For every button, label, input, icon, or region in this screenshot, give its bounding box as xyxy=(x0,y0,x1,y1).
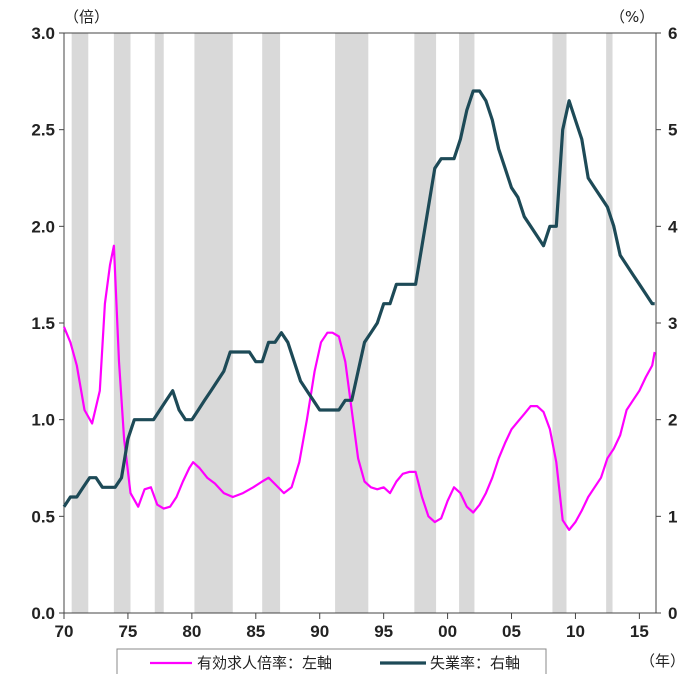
left-tick-label-6: 3.0 xyxy=(31,24,55,43)
x-axis: 70 75 80 85 90 95 00 05 10 15 xyxy=(55,613,649,641)
x-tick-label-8: 10 xyxy=(566,622,585,641)
x-axis-unit: （年） xyxy=(640,652,685,670)
right-tick-label-0: 0 xyxy=(668,604,677,623)
series-line-job-ratio xyxy=(62,244,656,531)
x-tick-label-3: 85 xyxy=(246,622,265,641)
recession-band-4 xyxy=(262,33,281,613)
left-tick-label-3: 1.5 xyxy=(31,314,55,333)
left-tick-label-4: 2.0 xyxy=(31,217,55,236)
right-y-axis: 0 1 2 3 4 5 6 xyxy=(656,24,678,623)
x-tick-label-1: 75 xyxy=(118,622,137,641)
x-tick-label-2: 80 xyxy=(182,622,201,641)
legend: 有効求人倍率：左軸 失業率：右軸 xyxy=(116,648,547,674)
right-tick-label-2: 2 xyxy=(668,411,677,430)
right-tick-label-1: 1 xyxy=(668,507,677,526)
recession-band-6 xyxy=(414,33,437,613)
recession-band-9 xyxy=(606,33,613,613)
left-y-axis: 0.0 0.5 1.0 1.5 2.0 2.5 3.0 xyxy=(31,24,64,623)
x-tick-label-9: 15 xyxy=(630,622,649,641)
recession-band-7 xyxy=(459,33,475,613)
right-axis-unit: （%） xyxy=(610,8,654,26)
recession-band-5 xyxy=(335,33,369,613)
x-tick-label-4: 90 xyxy=(310,622,329,641)
recession-band-1 xyxy=(113,33,131,613)
left-tick-label-2: 1.0 xyxy=(31,411,55,430)
x-tick-label-6: 00 xyxy=(438,622,457,641)
left-tick-label-0: 0.0 xyxy=(31,604,55,623)
legend-label-job-ratio: 有効求人倍率：左軸 xyxy=(197,654,332,672)
x-tick-label-0: 70 xyxy=(55,622,74,641)
legend-box xyxy=(116,648,547,674)
recession-bands xyxy=(71,33,613,613)
left-tick-label-5: 2.5 xyxy=(31,121,55,140)
left-tick-label-1: 0.5 xyxy=(31,507,55,526)
recession-band-2 xyxy=(154,33,164,613)
left-axis-unit: （倍） xyxy=(64,8,109,26)
right-tick-label-6: 6 xyxy=(668,24,677,43)
x-tick-label-7: 05 xyxy=(502,622,521,641)
legend-label-unemployment: 失業率：右軸 xyxy=(430,654,520,672)
right-tick-label-3: 3 xyxy=(668,314,677,333)
x-tick-label-5: 95 xyxy=(374,622,393,641)
series-line-unemployment xyxy=(62,89,655,508)
right-tick-label-5: 5 xyxy=(668,121,677,140)
recession-band-3 xyxy=(194,33,233,613)
recession-band-0 xyxy=(71,33,89,613)
right-tick-label-4: 4 xyxy=(668,217,678,236)
